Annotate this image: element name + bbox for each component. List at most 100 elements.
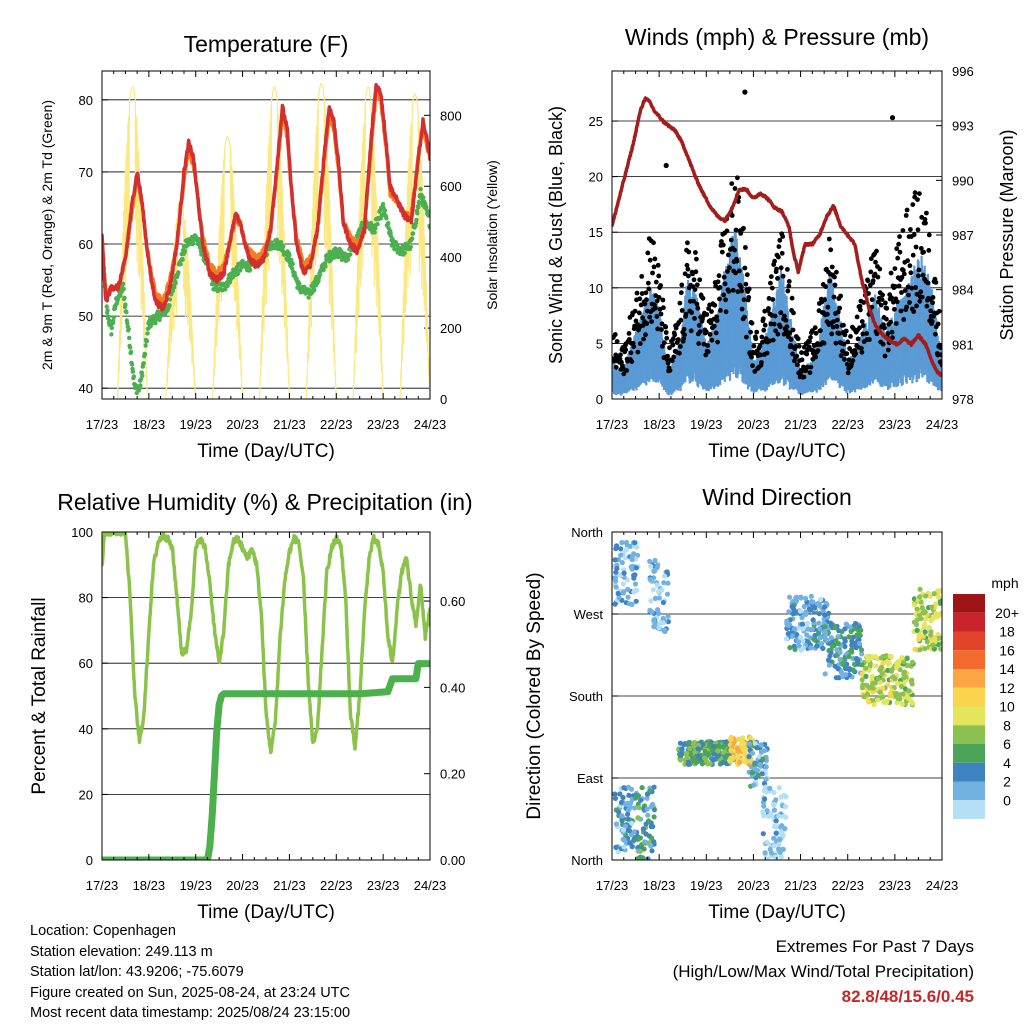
direction-point [660,599,667,606]
x-tick-label: 19/23 [179,417,212,432]
gust-point [893,321,899,326]
direction-point [728,747,734,754]
x-tick-label: 21/23 [273,417,306,432]
gust-point [741,297,747,303]
temperature-panel: Temperature (F)405060708002004006008002m… [39,31,500,462]
direction-point [899,701,905,707]
dewpoint-point [269,240,274,245]
direction-point [632,581,639,587]
dewpoint-point [281,244,286,249]
direction-point [811,636,817,643]
gust-point [659,321,665,327]
direction-point [833,675,839,681]
direction-point [822,624,828,630]
gust-point [835,309,841,315]
gust-point [829,264,835,270]
direction-point [752,766,758,772]
gust-point [868,256,874,262]
colorbar-swatch [953,725,985,744]
gust-point [933,280,939,285]
gust-point [915,197,920,203]
y-tick-label: North [571,853,603,868]
x-tick-label: 20/23 [226,417,259,432]
y-tick-label: 50 [79,309,93,324]
direction-point [656,595,663,601]
direction-point [612,795,619,802]
dewpoint-point [180,257,185,262]
direction-point [629,843,635,850]
pressure-line [612,96,942,378]
dewpoint-point [380,201,386,207]
dewpoint-point [138,383,143,388]
gust-point [723,309,729,315]
direction-point [858,647,865,653]
gust-point [780,234,786,239]
dewpoint-point [386,221,391,226]
gust-point [906,292,911,298]
direction-point [618,799,625,806]
direction-point [621,570,627,576]
dewpoint-point [128,349,134,355]
direction-point [629,554,635,560]
direction-point [898,683,905,690]
gust-point [832,274,837,280]
gust-point [808,335,813,340]
gust-point [827,278,833,284]
gust-point [683,311,689,317]
y-tick-label: 25 [589,114,603,129]
gust-point [646,286,652,292]
y-tick-label: 40 [79,381,93,396]
dewpoint-point [176,270,181,275]
dewpoint-point [348,252,353,257]
gust-point [901,271,907,277]
direction-point [901,675,907,681]
direction-point [916,636,922,643]
gust-point [696,341,702,346]
gust-point [660,343,665,349]
dewpoint-point [408,244,413,250]
direction-point [809,626,815,632]
gust-point [718,308,723,313]
direction-point [914,627,920,634]
y2-tick-label: 800 [440,108,462,123]
direction-point [648,804,654,810]
gust-point [899,290,904,295]
extremes-box: Extremes For Past 7 Days (High/Low/Max W… [673,934,974,1009]
gust-point [656,273,662,279]
x-tick-label: 22/23 [320,417,353,432]
dewpoint-point [375,222,380,227]
y-tick-label: 100 [71,525,93,540]
colorbar-swatch [953,669,985,688]
gust-point [709,309,714,314]
gust-point [707,332,713,337]
gust-point [726,289,732,294]
direction-point [881,699,887,706]
gust-point [691,298,696,304]
gust-point [693,250,698,255]
direction-point [635,855,641,860]
direction-point [904,662,910,669]
gust-point [916,273,921,279]
gust-point [861,300,867,305]
direction-point [877,689,883,695]
gust-point [738,231,744,236]
gust-point [859,349,865,355]
gust-point [829,331,835,337]
direction-point [818,596,824,603]
direction-point [746,754,752,760]
gust-point [821,340,827,346]
direction-point [627,800,634,806]
y-tick-label: 15 [589,225,603,240]
gust-point [786,279,792,284]
gust-point [633,318,639,324]
direction-point [858,627,864,633]
direction-point [842,638,848,644]
gust-point [902,288,908,293]
direction-point [911,602,917,608]
direction-point [856,641,863,647]
gust-point [766,296,772,301]
direction-point [654,564,660,571]
direction-point [650,823,656,830]
gust-point [790,327,796,333]
direction-point [923,593,929,599]
